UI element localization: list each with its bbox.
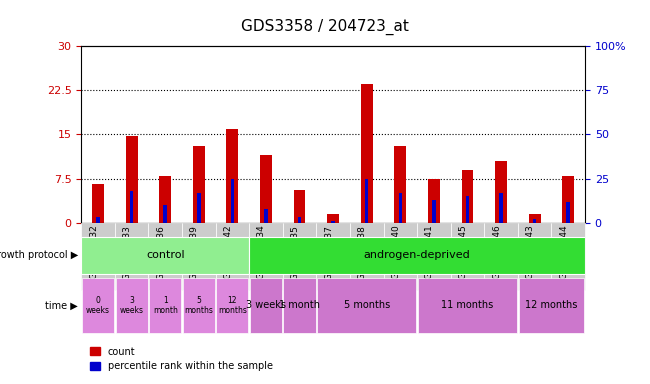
Bar [317, 223, 350, 290]
Bar [125, 136, 138, 223]
Bar [298, 217, 302, 223]
Bar [317, 278, 417, 333]
Bar [130, 191, 133, 223]
Text: 12 months: 12 months [525, 300, 578, 310]
Bar [197, 193, 201, 223]
Bar [566, 202, 570, 223]
Bar [148, 223, 182, 290]
Text: 11 months: 11 months [441, 300, 493, 310]
Bar [332, 221, 335, 223]
Bar [264, 209, 268, 223]
Bar [163, 205, 167, 223]
Bar [365, 179, 369, 223]
Bar [361, 84, 372, 223]
Bar [519, 278, 584, 333]
Bar [551, 223, 585, 290]
Text: GSM215643: GSM215643 [526, 225, 534, 280]
Text: 3 weeks: 3 weeks [246, 300, 286, 310]
Bar [418, 278, 517, 333]
Bar [462, 170, 473, 223]
Text: control: control [146, 250, 185, 260]
Bar [499, 193, 503, 223]
Bar [294, 190, 306, 223]
Text: GSM215641: GSM215641 [425, 225, 434, 280]
Text: GSM215644: GSM215644 [559, 225, 568, 280]
Text: GDS3358 / 204723_at: GDS3358 / 204723_at [241, 19, 409, 35]
Bar [450, 223, 484, 290]
Text: GSM215636: GSM215636 [156, 225, 165, 280]
Bar [226, 129, 239, 223]
Bar [395, 146, 406, 223]
Bar [149, 278, 181, 333]
Bar [518, 223, 551, 290]
Bar [182, 223, 216, 290]
Text: 3
weeks: 3 weeks [120, 296, 144, 315]
Bar [96, 217, 100, 223]
Text: GSM215645: GSM215645 [458, 225, 467, 280]
Bar [159, 175, 171, 223]
Bar [495, 161, 507, 223]
Bar [417, 223, 450, 290]
Bar [116, 278, 148, 333]
Bar [428, 179, 440, 223]
Text: GSM215637: GSM215637 [324, 225, 333, 280]
Bar [350, 223, 384, 290]
Text: 1
month: 1 month [153, 296, 177, 315]
Text: GSM215633: GSM215633 [123, 225, 131, 280]
Bar [193, 146, 205, 223]
Bar [249, 223, 283, 290]
Bar [183, 278, 215, 333]
Bar [484, 223, 518, 290]
Text: GSM215642: GSM215642 [224, 225, 233, 280]
Bar [283, 278, 316, 333]
Text: GSM215639: GSM215639 [190, 225, 199, 280]
Text: GSM215640: GSM215640 [391, 225, 400, 280]
Bar [327, 214, 339, 223]
Bar [231, 179, 234, 223]
Text: growth protocol ▶: growth protocol ▶ [0, 250, 78, 260]
Bar [562, 175, 574, 223]
Text: GSM215638: GSM215638 [358, 225, 367, 280]
Bar [216, 278, 248, 333]
Bar [528, 214, 541, 223]
Bar [398, 193, 402, 223]
Text: 0
weeks: 0 weeks [86, 296, 110, 315]
Text: androgen-deprived: androgen-deprived [364, 250, 471, 260]
Text: GSM215646: GSM215646 [492, 225, 501, 280]
Bar [216, 223, 249, 290]
Text: time ▶: time ▶ [46, 300, 78, 310]
Legend: count, percentile rank within the sample: count, percentile rank within the sample [86, 343, 276, 375]
Bar [249, 237, 585, 274]
Bar [465, 196, 469, 223]
Text: GSM215632: GSM215632 [89, 225, 98, 280]
Text: 1 month: 1 month [279, 300, 320, 310]
Bar [260, 155, 272, 223]
Text: 12
months: 12 months [218, 296, 247, 315]
Text: GSM215635: GSM215635 [291, 225, 300, 280]
Bar [115, 223, 148, 290]
Text: 5
months: 5 months [185, 296, 213, 315]
Bar [92, 184, 104, 223]
Bar [82, 278, 114, 333]
Bar [384, 223, 417, 290]
Bar [250, 278, 282, 333]
Bar [283, 223, 317, 290]
Bar [81, 237, 249, 274]
Bar [81, 223, 115, 290]
Text: 5 months: 5 months [344, 300, 390, 310]
Bar [432, 200, 436, 223]
Bar [533, 219, 536, 223]
Text: GSM215634: GSM215634 [257, 225, 266, 280]
